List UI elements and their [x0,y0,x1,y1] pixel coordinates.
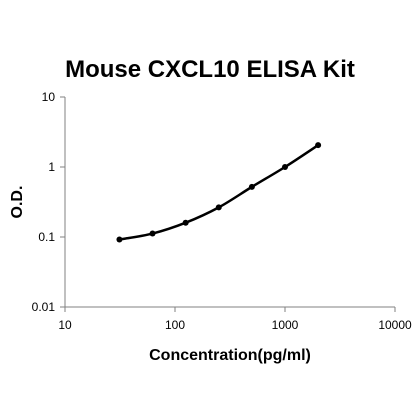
chart-title: Mouse CXCL10 ELISA Kit [65,56,355,83]
axes [64,97,395,308]
y-tick-label: 10 [42,90,56,104]
series-group [116,142,322,243]
x-tick-label: 10 [58,318,72,332]
y-tick-labels: 0.01 0.1 1 10 [32,90,56,314]
y-axis-label: O.D. [9,186,26,219]
series-line [119,144,319,241]
y-tick-label: 0.01 [32,300,56,314]
data-point [149,230,156,237]
x-tick-label: 100 [165,318,185,332]
x-tick-label: 10000 [378,318,412,332]
data-point [116,236,123,243]
data-point [215,204,222,211]
y-tick-label: 1 [48,160,55,174]
data-point [182,219,189,226]
x-tick-labels: 10 100 1000 10000 [58,318,412,332]
data-point [282,164,288,170]
data-point [248,183,255,190]
x-tick-label: 1000 [272,318,299,332]
y-tick-label: 0.1 [38,230,55,244]
tick-marks [60,96,396,312]
x-axis-label: Concentration(pg/ml) [149,347,311,364]
data-point [315,142,322,149]
